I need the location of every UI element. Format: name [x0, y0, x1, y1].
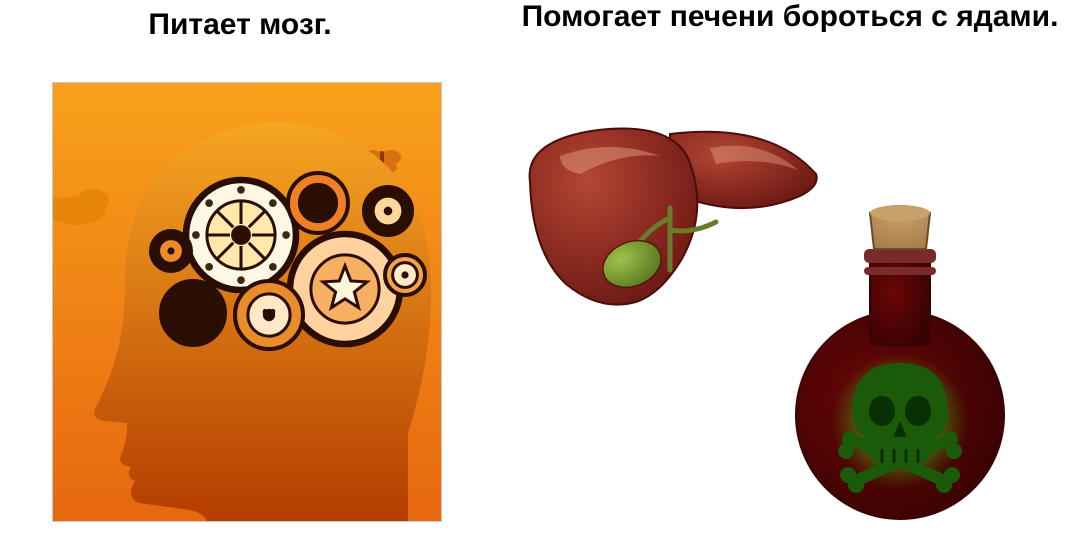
flask-neck [870, 253, 930, 345]
right-title: Помогает печени бороться с ядами. [520, 0, 1060, 35]
infographic-page: Питает мозг. Помогает печени бороться с … [0, 0, 1073, 540]
brain-panel [52, 82, 442, 522]
brain-head-illustration [53, 83, 441, 521]
poison-bottle-illustration [770, 205, 1030, 525]
left-title: Питает мозг. [50, 8, 430, 43]
